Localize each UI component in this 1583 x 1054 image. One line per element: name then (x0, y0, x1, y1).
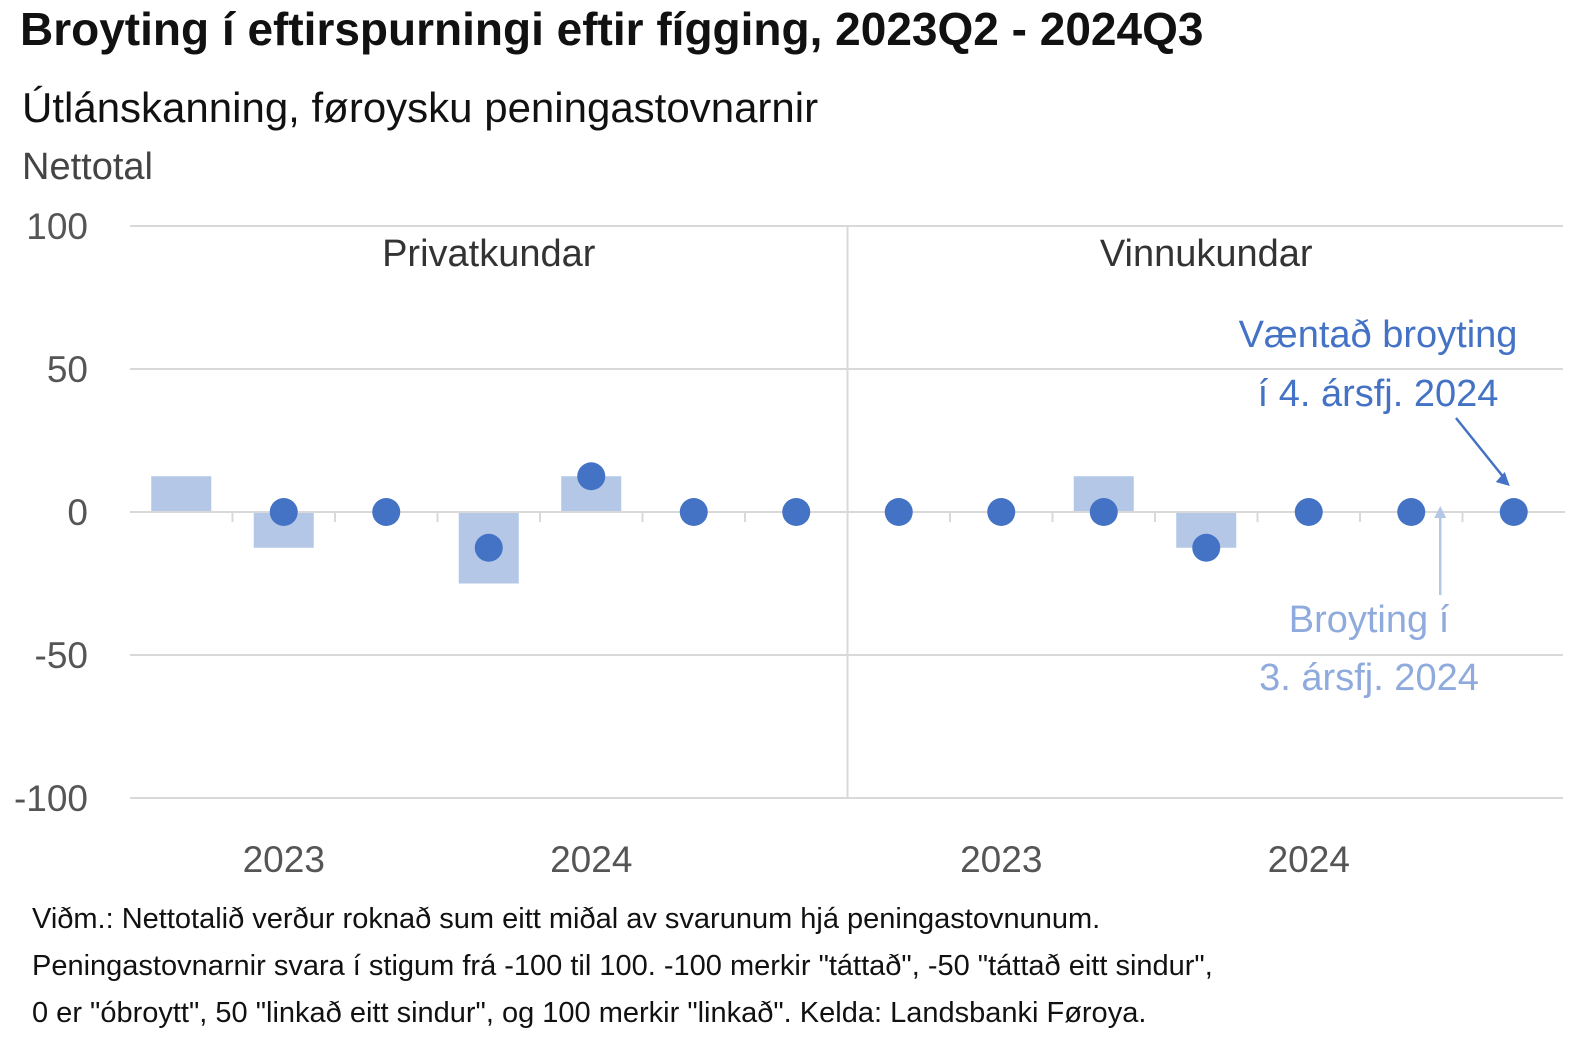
chart-title: Broyting í eftirspurningi eftir fígging,… (20, 3, 1204, 55)
dot-marker (1499, 498, 1528, 526)
dot-marker (269, 498, 298, 526)
annotation-actual-line-2: 3. ársfj. 2024 (1259, 657, 1479, 699)
y-tick-label: 50 (47, 349, 88, 390)
annotation-expected-arrow (1455, 417, 1507, 481)
dot-marker (987, 498, 1016, 526)
note-line-2: Peningastovnarnir svara í stigum frá -10… (32, 950, 1213, 982)
dot-marker (679, 498, 708, 526)
x-year-label: 2023 (243, 839, 325, 880)
bar (151, 476, 212, 512)
annotation-expected-line-1: Væntað broyting (1239, 314, 1518, 356)
dot-marker (372, 498, 401, 526)
y-tick-label: -100 (14, 778, 88, 819)
dot-marker (1294, 498, 1323, 526)
y-tick-label: -50 (35, 635, 88, 676)
x-year-label: 2023 (960, 839, 1042, 880)
x-year-label: 2024 (1268, 839, 1350, 880)
y-tick-label: 0 (67, 492, 88, 533)
dot-marker (1397, 498, 1426, 526)
annotation-actual-arrowhead (1434, 506, 1447, 518)
dot-marker (1192, 533, 1221, 562)
panel-label: Vinnukundar (1100, 233, 1313, 275)
dot-marker (577, 462, 606, 491)
dot-marker (782, 498, 811, 526)
dot-marker (474, 533, 503, 562)
panel-label: Privatkundar (382, 233, 596, 275)
annotation-expected-arrowhead (1495, 472, 1510, 486)
note-line-3: 0 er "óbroytt", 50 "linkað eitt sindur",… (32, 997, 1147, 1029)
y-axis-unit-label: Nettotal (22, 146, 153, 188)
y-tick-label: 100 (26, 206, 88, 247)
chart-note: Viðm.: Nettotalið verður roknað sum eitt… (32, 896, 1213, 1037)
annotation-expected-line-2: í 4. ársfj. 2024 (1258, 373, 1499, 415)
x-year-label: 2024 (550, 839, 632, 880)
chart-area: 100 50 0 -50 -100 Privatkundar 2023 2024 Vinnuku… (14, 206, 1565, 880)
annotation-actual-line-1: Broyting í (1289, 599, 1450, 641)
note-line-1: Viðm.: Nettotalið verður roknað sum eitt… (32, 903, 1101, 935)
chart-subtitle: Útlánskanning, føroysku peningastovnarni… (22, 84, 819, 131)
dot-marker (884, 498, 913, 526)
dot-marker (1089, 498, 1118, 526)
